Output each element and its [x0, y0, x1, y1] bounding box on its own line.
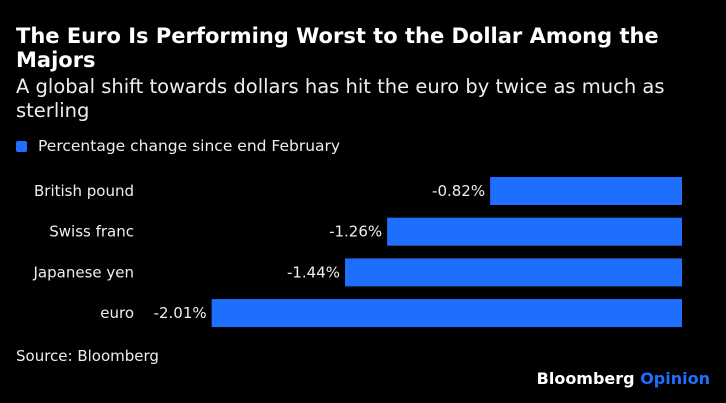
- category-label: British pound: [34, 182, 134, 200]
- source-note: Source: Bloomberg: [16, 347, 159, 365]
- legend-label: Percentage change since end February: [38, 137, 341, 155]
- bar-british-pound: [490, 177, 682, 205]
- legend: Percentage change since end February: [16, 137, 340, 155]
- logo-brand: Bloomberg: [536, 369, 635, 388]
- logo-product: Opinion: [640, 369, 710, 388]
- chart-title: The Euro Is Performing Worst to the Doll…: [16, 24, 659, 72]
- data-label: -1.44%: [287, 263, 340, 281]
- data-label: -1.26%: [329, 223, 382, 241]
- category-label: Japanese yen: [33, 263, 135, 281]
- bloomberg-opinion-logo: Bloomberg Opinion: [537, 369, 710, 388]
- category-label: euro: [100, 304, 134, 322]
- legend-swatch: [16, 140, 27, 152]
- chart-subtitle: A global shift towards dollars has hit t…: [16, 75, 665, 122]
- bar-euro: [211, 299, 682, 328]
- category-label: Swiss franc: [49, 223, 134, 241]
- bar-japanese-yen: [345, 258, 682, 287]
- data-label: -0.82%: [432, 182, 485, 200]
- bar-swiss-franc: [387, 217, 682, 246]
- data-label: -2.01%: [154, 304, 207, 322]
